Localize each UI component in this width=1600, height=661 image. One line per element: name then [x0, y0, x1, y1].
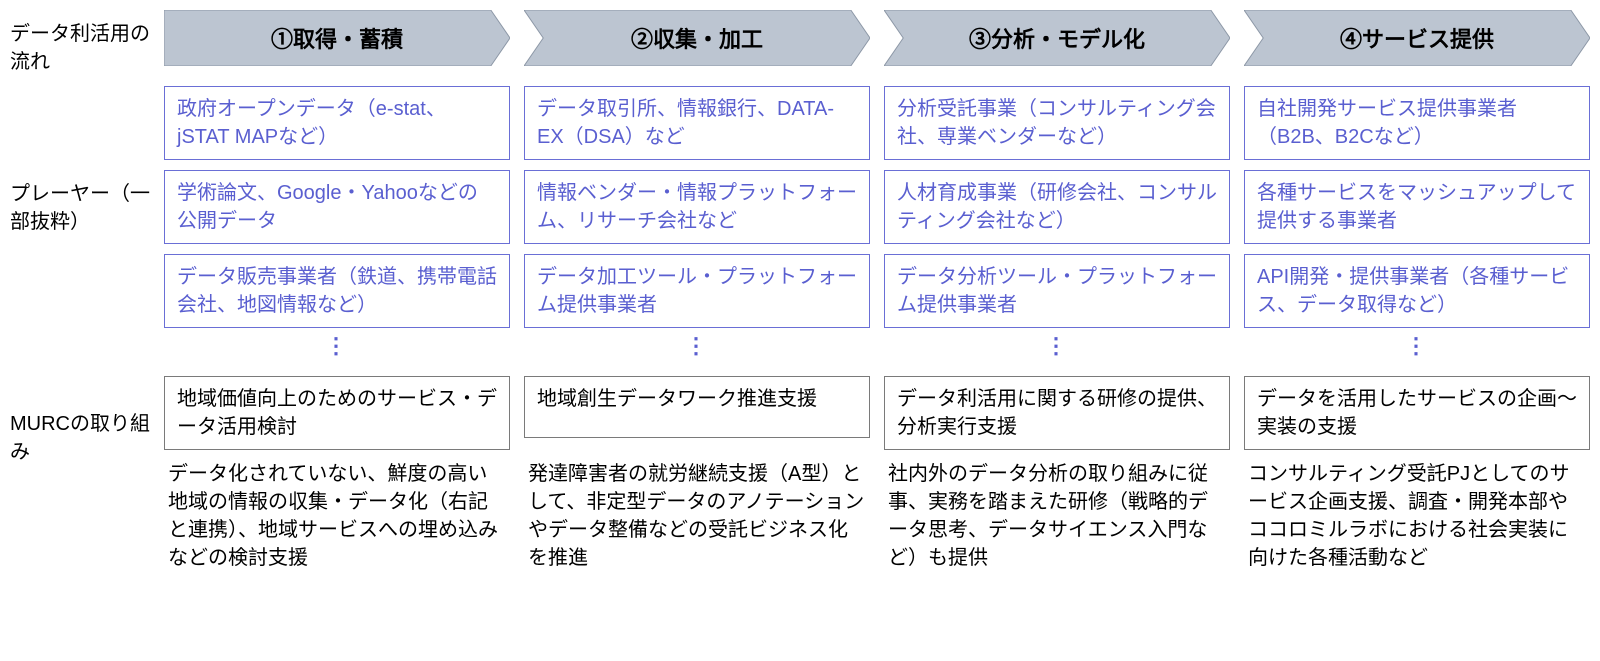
- player-box: データ分析ツール・プラットフォーム提供事業者: [884, 254, 1230, 328]
- player-box: 政府オープンデータ（e-stat、jSTAT MAPなど）: [164, 86, 510, 160]
- player-box: 自社開発サービス提供事業者（B2B、B2Cなど）: [1244, 86, 1590, 160]
- murc-description: 社内外のデータ分析の取り組みに従事、実務を踏まえた研修（戦略的データ思考、データ…: [884, 460, 1230, 572]
- ellipsis-icon: ⋮: [524, 338, 870, 366]
- murc-box: 地域創生データワーク推進支援: [524, 376, 870, 438]
- murc-box: データを活用したサービスの企画～実装の支援: [1244, 376, 1590, 450]
- player-box: 情報ベンダー・情報プラットフォーム、リサーチ会社など: [524, 170, 870, 244]
- flow-step-label: ③分析・モデル化: [969, 22, 1145, 54]
- ellipsis-icon: ⋮: [164, 338, 510, 366]
- player-box: 学術論文、Google・Yahooなどの公開データ: [164, 170, 510, 244]
- row-label-flow: データ利活用の流れ: [10, 10, 150, 76]
- flow-step-3: ④サービス提供: [1244, 10, 1590, 66]
- row-label-murc: MURCの取り組み: [10, 400, 150, 466]
- player-box: 各種サービスをマッシュアップして提供する事業者: [1244, 170, 1590, 244]
- murc-box: データ利活用に関する研修の提供、分析実行支援: [884, 376, 1230, 450]
- player-box: API開発・提供事業者（各種サービス、データ取得など）: [1244, 254, 1590, 328]
- player-box: データ取引所、情報銀行、DATA-EX（DSA）など: [524, 86, 870, 160]
- flow-step-0: ①取得・蓄積: [164, 10, 510, 66]
- flow-step-label: ①取得・蓄積: [271, 22, 403, 54]
- ellipsis-icon: ⋮: [884, 338, 1230, 366]
- murc-box: 地域価値向上のためのサービス・データ活用検討: [164, 376, 510, 450]
- row-label-players: プレーヤー（一部抜粋）: [10, 170, 150, 236]
- murc-description: 発達障害者の就労継続支援（A型）として、非定型データのアノテーションやデータ整備…: [524, 460, 870, 572]
- flow-step-label: ④サービス提供: [1340, 22, 1494, 54]
- player-box: データ販売事業者（鉄道、携帯電話会社、地図情報など）: [164, 254, 510, 328]
- ellipsis-icon: ⋮: [1244, 338, 1590, 366]
- player-box: 分析受託事業（コンサルティング会社、専業ベンダーなど）: [884, 86, 1230, 160]
- flow-step-label: ②収集・加工: [631, 22, 763, 54]
- flow-step-1: ②収集・加工: [524, 10, 870, 66]
- murc-description: コンサルティング受託PJとしてのサービス企画支援、調査・開発本部やココロミルラボ…: [1244, 460, 1590, 572]
- player-box: 人材育成事業（研修会社、コンサルティング会社など）: [884, 170, 1230, 244]
- murc-description: データ化されていない、鮮度の高い地域の情報の収集・データ化（右記と連携）、地域サ…: [164, 460, 510, 572]
- player-box: データ加工ツール・プラットフォーム提供事業者: [524, 254, 870, 328]
- flow-step-2: ③分析・モデル化: [884, 10, 1230, 66]
